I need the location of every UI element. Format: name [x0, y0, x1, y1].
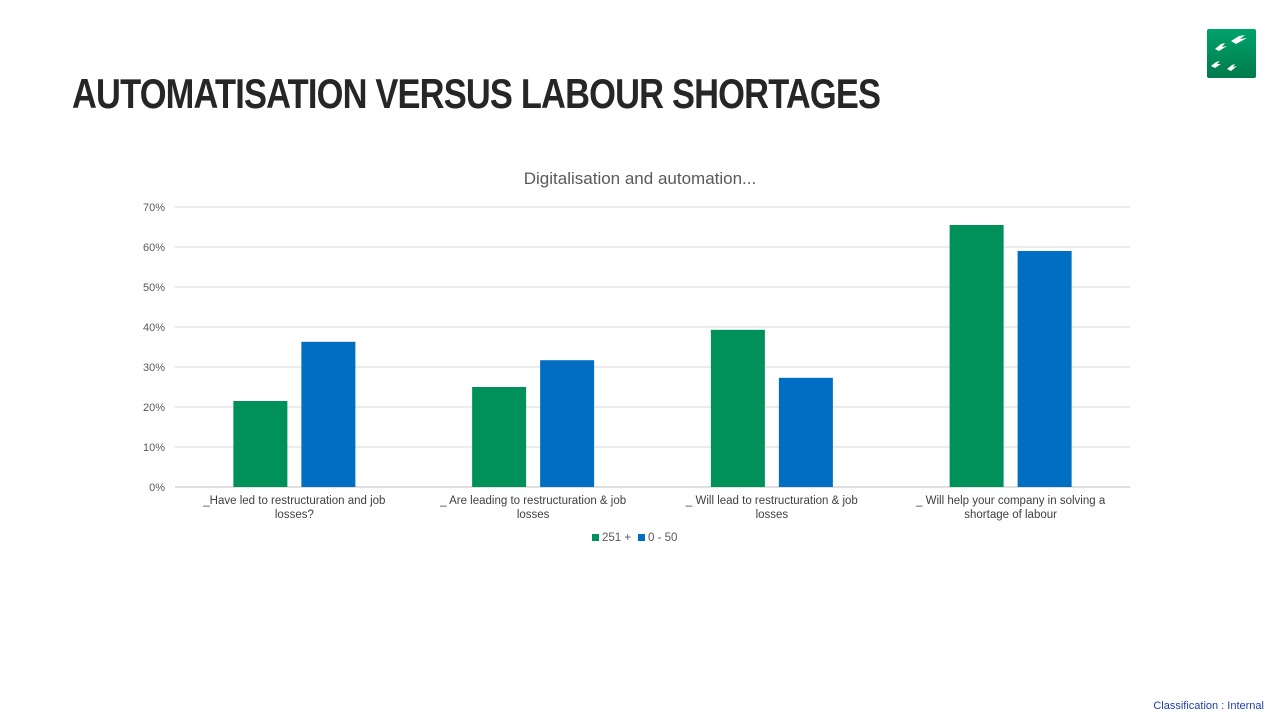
- bar-0-50: [301, 341, 356, 487]
- y-axis-ticks: 0% 10% 20% 30% 40% 50% 60% 70%: [143, 202, 165, 494]
- bar-chart: Digitalisation and automation... 0% 10% 20…: [130, 160, 1140, 560]
- x-category-label: _ Will help your company in solving a sho…: [915, 495, 1106, 521]
- bars: [233, 225, 1072, 487]
- bar-251-plus: [710, 329, 765, 487]
- slide-title: AUTOMATISATION VERSUS LABOUR SHORTAGES: [72, 70, 881, 117]
- classification-label: Classification : Internal: [1153, 700, 1264, 712]
- bar-0-50: [1017, 251, 1072, 487]
- y-tick-label: 30%: [143, 362, 165, 374]
- x-category-label: _Have led to restructuration and job loss…: [202, 495, 385, 521]
- chart-svg: Digitalisation and automation... 0% 10% 20…: [143, 169, 1130, 544]
- bnp-stars-logo-icon: [1207, 29, 1256, 78]
- legend-swatch: [592, 534, 599, 541]
- y-tick-label: 70%: [143, 202, 165, 214]
- bar-251-plus: [949, 225, 1004, 487]
- y-tick-label: 60%: [143, 242, 165, 254]
- x-axis-labels: _Have led to restructuration and job loss…: [202, 495, 1106, 521]
- bar-251-plus: [233, 401, 288, 487]
- legend-swatch: [638, 534, 645, 541]
- x-category-label: _ Are leading to restructuration & job lo…: [439, 495, 626, 521]
- x-category-label: _ Will lead to restructuration & job loss…: [685, 495, 858, 521]
- bar-0-50: [540, 360, 595, 487]
- y-tick-label: 10%: [143, 442, 165, 454]
- bar-0-50: [778, 377, 833, 487]
- legend: 251 + 0 - 50: [592, 532, 677, 544]
- bar-251-plus: [472, 387, 527, 487]
- legend-label: 0 - 50: [648, 532, 677, 544]
- y-tick-label: 50%: [143, 282, 165, 294]
- chart-title: Digitalisation and automation...: [524, 169, 756, 188]
- legend-label: 251 +: [602, 532, 631, 544]
- y-tick-label: 40%: [143, 322, 165, 334]
- y-tick-label: 0%: [149, 482, 165, 494]
- y-tick-label: 20%: [143, 402, 165, 414]
